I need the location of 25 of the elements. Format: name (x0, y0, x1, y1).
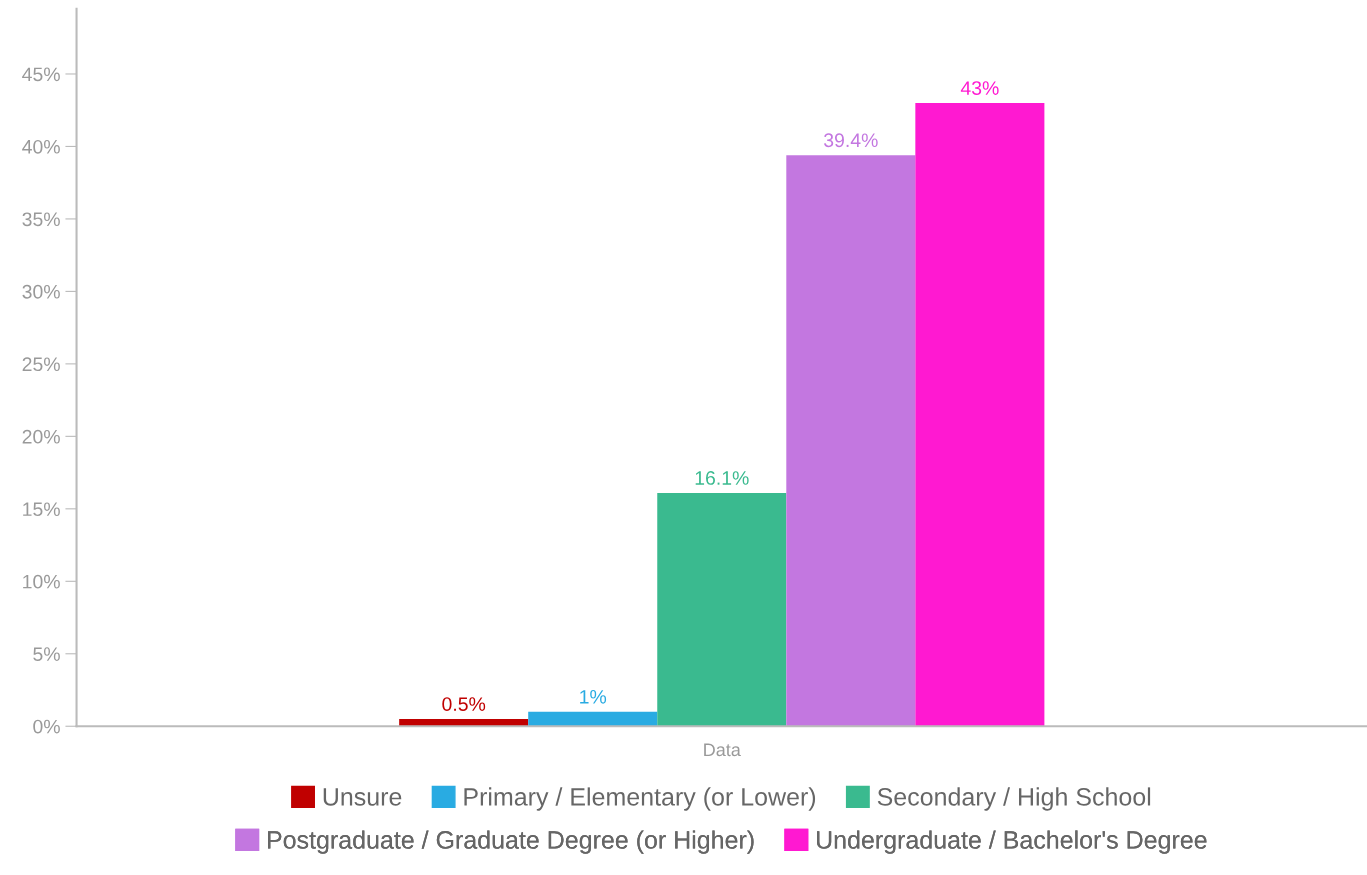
y-tick-label: 30% (22, 284, 60, 299)
data-label: 0.5% (442, 697, 486, 711)
data-label: 43% (960, 81, 999, 95)
x-tick-label: Data (704, 743, 741, 757)
legend-label: Unsure (323, 788, 402, 806)
bar (657, 492, 787, 727)
data-label: 39.4% (824, 133, 878, 148)
y-tick-label: 15% (23, 502, 60, 517)
y-tick-label: 35% (22, 212, 60, 227)
bar (528, 711, 658, 727)
y-tick-label: 10% (23, 574, 60, 589)
legend-label: Primary / Elementary (or Lower) (464, 787, 816, 811)
y-tick-label: 0% (33, 719, 60, 734)
data-label: 16.1% (695, 471, 749, 485)
y-tick-label: 40% (22, 139, 60, 154)
y-tick-label: 20% (22, 429, 60, 444)
legend-label: Postgraduate / Graduate Degree (or Higher) (268, 830, 754, 854)
bar (786, 155, 916, 727)
y-tick-label: 45% (22, 67, 60, 82)
bar (915, 102, 1045, 727)
legend-label: Secondary / High School (877, 787, 1151, 811)
legend-label: Undergraduate / Bachelor's Degree (817, 830, 1207, 854)
y-tick-label: 5% (33, 647, 60, 662)
y-tick-label: 25% (22, 357, 60, 372)
data-label: 1% (580, 690, 607, 704)
